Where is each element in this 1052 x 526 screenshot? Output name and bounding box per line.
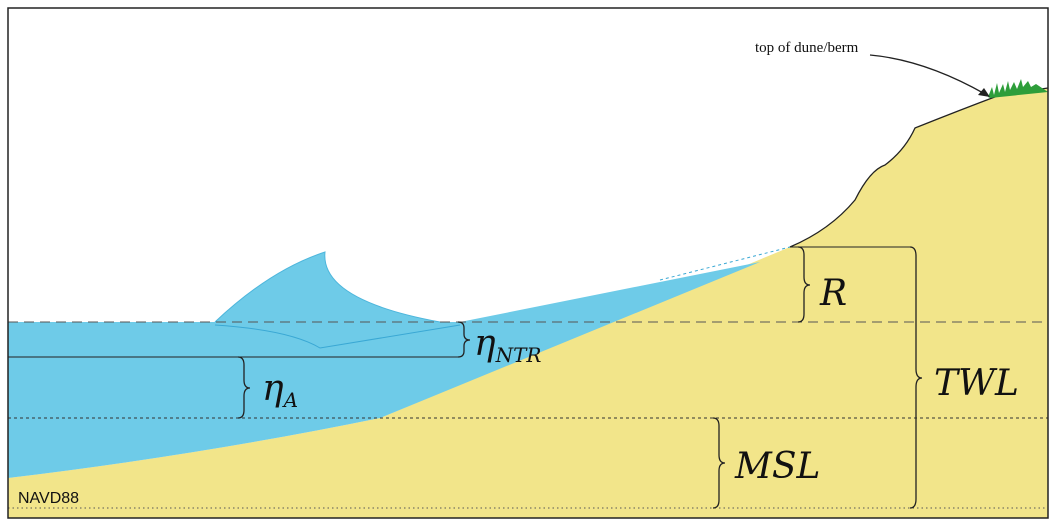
datum-label: NAVD88	[18, 490, 79, 507]
dune-profile	[789, 87, 1049, 248]
astro-symbol: η	[262, 368, 284, 409]
brace-runup	[797, 246, 811, 323]
brace-msl	[712, 417, 726, 509]
brace-astro	[237, 356, 251, 419]
brace-twl	[909, 246, 923, 509]
sand	[8, 88, 1048, 518]
swash-line	[214, 324, 461, 349]
swash-limit	[659, 246, 791, 281]
twl-label: TWL	[934, 363, 1019, 404]
dune-label: top of dune/berm	[755, 40, 859, 56]
msl-label: MSL	[734, 446, 820, 487]
ntr-subscript: NTR	[495, 343, 542, 367]
wave	[214, 251, 441, 323]
ntr-label: ηNTR	[474, 323, 541, 367]
astro-subscript: A	[282, 388, 298, 412]
frame	[7, 7, 1049, 519]
runup-label: R	[819, 273, 847, 314]
water	[8, 252, 760, 478]
dune-arrow	[869, 54, 986, 95]
arrow-head	[978, 88, 990, 97]
grass	[988, 79, 1048, 98]
astro-label: ηA	[262, 368, 298, 412]
ntr-symbol: η	[474, 323, 496, 364]
brace-ntr	[457, 321, 471, 358]
